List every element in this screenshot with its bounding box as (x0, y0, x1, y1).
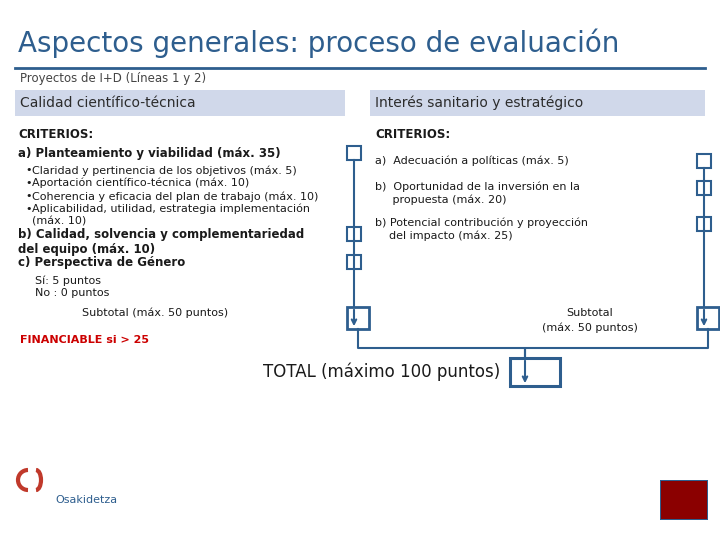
FancyBboxPatch shape (347, 255, 361, 269)
Text: •: • (25, 204, 32, 214)
FancyBboxPatch shape (510, 358, 560, 386)
Text: Aspectos generales: proceso de evaluación: Aspectos generales: proceso de evaluació… (18, 28, 619, 57)
FancyBboxPatch shape (370, 90, 705, 116)
FancyBboxPatch shape (347, 227, 361, 241)
Text: b) Calidad, solvencia y complementariedad
del equipo (máx. 10): b) Calidad, solvencia y complementarieda… (18, 228, 305, 256)
Text: Calidad científico-técnica: Calidad científico-técnica (20, 96, 196, 110)
Text: Osakidetza: Osakidetza (55, 495, 117, 505)
FancyBboxPatch shape (697, 181, 711, 195)
FancyBboxPatch shape (15, 90, 345, 116)
FancyBboxPatch shape (347, 146, 361, 160)
Text: FINANCIABLE si > 25: FINANCIABLE si > 25 (20, 335, 149, 345)
FancyBboxPatch shape (697, 154, 711, 168)
Text: •: • (25, 165, 32, 175)
Text: Interés sanitario y estratégico: Interés sanitario y estratégico (375, 96, 583, 110)
Text: •: • (25, 191, 32, 201)
Text: TOTAL (máximo 100 puntos): TOTAL (máximo 100 puntos) (263, 363, 500, 381)
Text: Subtotal (máx. 50 puntos): Subtotal (máx. 50 puntos) (82, 308, 228, 319)
Text: No : 0 puntos: No : 0 puntos (35, 288, 109, 298)
FancyBboxPatch shape (661, 481, 707, 519)
Text: a)  Adecuación a políticas (máx. 5): a) Adecuación a políticas (máx. 5) (375, 155, 569, 165)
Text: Proyectos de I+D (Líneas 1 y 2): Proyectos de I+D (Líneas 1 y 2) (20, 72, 206, 85)
Text: CRITERIOS:: CRITERIOS: (18, 128, 94, 141)
Text: CRITERIOS:: CRITERIOS: (375, 128, 450, 141)
Text: c) Perspectiva de Género: c) Perspectiva de Género (18, 256, 185, 269)
FancyBboxPatch shape (697, 217, 711, 231)
Text: Aplicabilidad, utilidad, estrategia implementación
(máx. 10): Aplicabilidad, utilidad, estrategia impl… (32, 204, 310, 226)
Text: Sí: 5 puntos: Sí: 5 puntos (35, 275, 101, 286)
FancyBboxPatch shape (347, 307, 369, 329)
Text: Coherencia y eficacia del plan de trabajo (máx. 10): Coherencia y eficacia del plan de trabaj… (32, 191, 318, 201)
Text: Aportación científico-técnica (máx. 10): Aportación científico-técnica (máx. 10) (32, 178, 249, 188)
Text: •: • (25, 178, 32, 188)
FancyBboxPatch shape (660, 480, 708, 520)
FancyBboxPatch shape (697, 307, 719, 329)
Text: b) Potencial contribución y proyección
    del impacto (máx. 25): b) Potencial contribución y proyección d… (375, 218, 588, 241)
Text: Subtotal
(máx. 50 puntos): Subtotal (máx. 50 puntos) (542, 308, 638, 333)
Text: a) Planteamiento y viabilidad (máx. 35): a) Planteamiento y viabilidad (máx. 35) (18, 147, 281, 160)
Text: b)  Oportunidad de la inversión en la
     propuesta (máx. 20): b) Oportunidad de la inversión en la pro… (375, 182, 580, 205)
Text: Claridad y pertinencia de los objetivos (máx. 5): Claridad y pertinencia de los objetivos … (32, 165, 297, 176)
